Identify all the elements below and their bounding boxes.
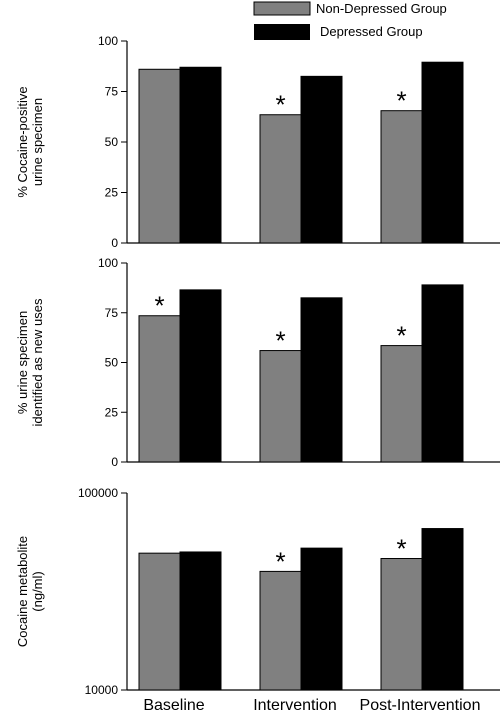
bar-non-depressed-baseline	[138, 552, 181, 691]
category-label-intervention: Intervention	[253, 697, 337, 713]
y-axis-label: % Cocaine-positiveurine specimen	[15, 86, 45, 197]
bar-depressed-intervention	[300, 75, 343, 244]
significance-marker: *	[275, 326, 285, 356]
bar-non-depressed-post-intervention	[380, 345, 423, 463]
y-axis-label: % urine specimenidentified as new uses	[15, 298, 45, 426]
y-axis-label-line: urine specimen	[30, 98, 45, 186]
bar-non-depressed-post-intervention	[380, 110, 423, 244]
bar-depressed-intervention	[300, 547, 343, 691]
y-tick-label: 100	[98, 256, 118, 270]
bar-non-depressed-post-intervention	[380, 558, 423, 691]
bar-depressed-post-intervention	[421, 528, 464, 691]
panel-3: 10000 100000 Cocaine metabolite(ng/ml) * *	[15, 486, 500, 697]
legend-label-depressed: Depressed Group	[320, 24, 423, 39]
y-tick-label: 100	[98, 34, 118, 48]
y-tick-label: 10000	[85, 683, 119, 697]
legend-swatch-depressed	[254, 24, 310, 40]
y-tick-label: 50	[105, 356, 119, 370]
y-axis-label-line: % Cocaine-positive	[15, 86, 30, 197]
bar-depressed-post-intervention	[421, 284, 464, 463]
y-axis-label-line: (ng/ml)	[30, 571, 45, 611]
bar-non-depressed-intervention	[259, 570, 302, 691]
legend-swatch-non-depressed	[253, 1, 311, 16]
panel-2: 0 25 50 75 100 % urine specimenidentified as …	[15, 256, 500, 469]
y-tick-label: 0	[111, 455, 118, 469]
bar-depressed-intervention	[300, 297, 343, 463]
bar-non-depressed-baseline	[138, 68, 181, 244]
y-axis-label-line: identified as new uses	[30, 298, 45, 426]
y-axis-label: Cocaine metabolite(ng/ml)	[15, 536, 45, 647]
bar-depressed-baseline	[179, 551, 222, 691]
y-axis-label-line: % urine specimen	[15, 311, 30, 414]
legend: Non-Depressed Group Depressed Group	[253, 1, 447, 40]
y-tick-label: 75	[105, 85, 119, 99]
bar-depressed-baseline	[179, 289, 222, 463]
y-tick-label: 50	[105, 135, 119, 149]
legend-label-non-depressed: Non-Depressed Group	[316, 1, 447, 16]
significance-marker: *	[275, 90, 285, 120]
category-label-post-intervention: Post-Intervention	[360, 697, 481, 713]
y-tick-label: 25	[105, 405, 119, 419]
y-tick-label: 100000	[78, 486, 118, 500]
y-tick-label: 75	[105, 306, 119, 320]
bar-depressed-baseline	[179, 66, 222, 244]
y-axis-label-line: Cocaine metabolite	[15, 536, 30, 647]
bar-non-depressed-intervention	[259, 114, 302, 244]
significance-marker: *	[396, 321, 406, 351]
significance-marker: *	[154, 291, 164, 321]
significance-marker: *	[396, 86, 406, 116]
category-labels: Baseline Intervention Post-Intervention	[143, 697, 480, 713]
significance-marker: *	[275, 546, 285, 576]
bar-depressed-post-intervention	[421, 61, 464, 244]
panel-1: 0 25 50 75 100 % Cocaine-positiveurine specim…	[15, 34, 500, 250]
y-tick-label: 0	[111, 236, 118, 250]
y-tick-label: 25	[105, 186, 119, 200]
bar-non-depressed-baseline	[138, 315, 181, 463]
bar-non-depressed-intervention	[259, 350, 302, 463]
significance-marker: *	[396, 534, 406, 564]
category-label-baseline: Baseline	[143, 697, 204, 713]
chart-panels: 0 25 50 75 100 % Cocaine-positiveurine specim…	[15, 34, 500, 697]
